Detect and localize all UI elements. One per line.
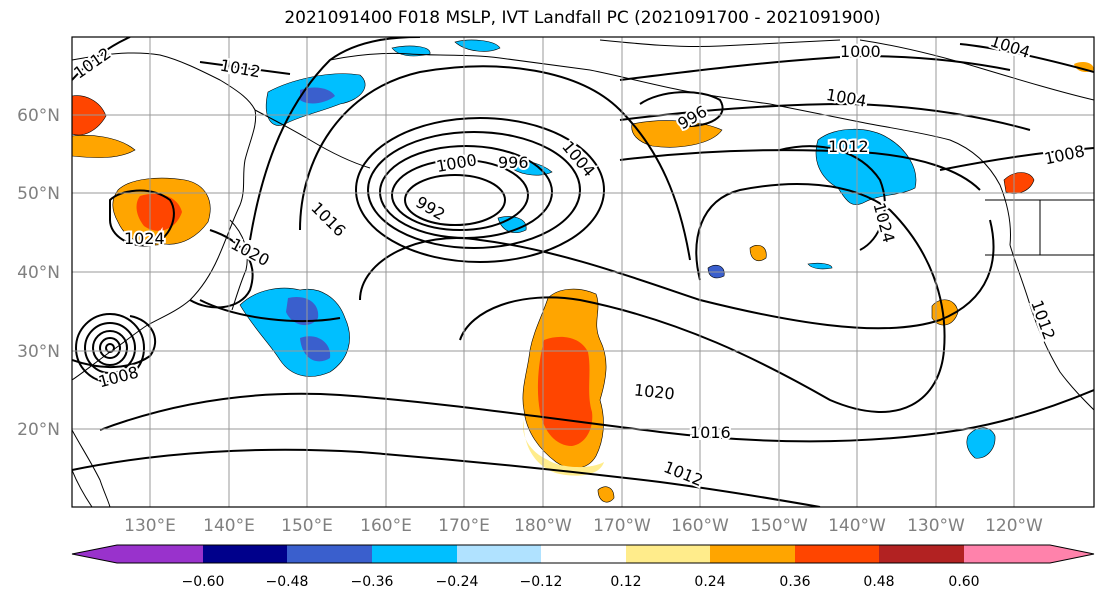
contour-1004 <box>367 131 581 249</box>
contour-1020-japan <box>189 229 254 309</box>
typhoon-ring-3 <box>92 330 128 366</box>
lon-label: 170°W <box>593 516 651 536</box>
colorbar-tick-label: −0.48 <box>266 574 309 590</box>
typhoon-ring-1 <box>105 343 115 353</box>
colorbar-swatch <box>203 545 287 563</box>
typhoon-ring-5 <box>75 313 145 383</box>
colorbar-tick-label: −0.36 <box>351 574 394 590</box>
lat-label: 40°N <box>17 263 60 283</box>
colorbar-tick-label: 0.60 <box>948 574 979 590</box>
contour-992 <box>404 174 506 226</box>
map-title: 2021091400 F018 MSLP, IVT Landfall PC (2… <box>284 8 881 28</box>
contour-label: 1012 <box>828 137 869 156</box>
colorbar-tick-label: 0.48 <box>863 574 894 590</box>
lat-label: 20°N <box>17 420 60 440</box>
colorbar-swatch <box>372 545 457 563</box>
lon-label: 120°W <box>985 516 1043 536</box>
pos-area-small-1 <box>749 245 767 261</box>
colorbar-swatch <box>117 545 203 563</box>
graticule <box>72 37 1094 507</box>
colorbar-swatch <box>710 545 795 563</box>
pos-area-small-3 <box>597 486 615 503</box>
lon-label: 180°W <box>514 516 572 536</box>
contour-1012-west <box>299 65 691 261</box>
contour-1012-nw <box>72 37 131 81</box>
colorbar-swatch <box>287 545 372 563</box>
contour-1004-east <box>619 102 1031 131</box>
colorbar-tick-label: −0.60 <box>182 574 225 590</box>
neg-area-small-2 <box>807 262 833 270</box>
lon-label: 150°W <box>750 516 808 536</box>
pos-area-west-edge-2 <box>72 135 136 158</box>
lon-label: 130°W <box>907 516 965 536</box>
colorbar-extend-high <box>1050 545 1094 563</box>
contour-1012-east <box>619 149 981 191</box>
colorbar-tick-label: 0.36 <box>779 574 810 590</box>
neg-area-aleutian <box>504 160 553 176</box>
lon-label: 130°E <box>124 516 176 536</box>
colorbar-swatch <box>626 545 710 563</box>
neg-area-japan-east-core2 <box>300 336 331 362</box>
contour-label: 1024 <box>124 229 165 248</box>
contour-1024-east <box>779 145 886 251</box>
map-frame <box>71 36 1095 508</box>
contour-1008-east <box>939 147 1094 171</box>
colorbar-swatch <box>457 545 541 563</box>
neg-area-arctic <box>454 39 501 52</box>
neg-area-japan-east-core <box>286 296 319 326</box>
colorbar-tick-label: 0.12 <box>610 574 641 590</box>
lon-label: 150°E <box>281 516 333 536</box>
contour-1024-west <box>109 189 175 247</box>
colorbar-extend-low <box>72 545 117 563</box>
typhoon-ring-2 <box>99 337 121 359</box>
pos-area-bering-strip <box>631 120 723 148</box>
lon-label: 140°E <box>203 516 255 536</box>
pos-area-small-4 <box>1074 62 1094 72</box>
mslp-contours <box>72 37 1094 507</box>
colorbar-tick-label: 0.24 <box>694 574 725 590</box>
colorbar-outline <box>71 544 1095 564</box>
contour-label: 1016 <box>690 423 731 442</box>
contour-label: 1000 <box>840 42 881 61</box>
lon-label: 170°E <box>438 516 490 536</box>
lon-label: 160°W <box>671 516 729 536</box>
lat-label: 60°N <box>17 106 60 126</box>
contour-996-alaska <box>639 91 724 128</box>
contour-label: 996 <box>498 153 529 172</box>
contour-1012-south <box>72 448 821 507</box>
lat-label: 30°N <box>17 342 60 362</box>
colorbar-tick-label: −0.24 <box>436 574 479 590</box>
lon-label: 160°E <box>360 516 412 536</box>
lat-labels: 60°N 50°N 40°N 30°N 20°N <box>17 106 60 440</box>
contour-1016-japan-loop <box>199 299 341 322</box>
lon-label: 140°W <box>828 516 886 536</box>
colorbar-swatch <box>964 545 1050 563</box>
neg-area-hawaii-east <box>966 427 996 459</box>
colorbar-swatch <box>879 545 964 563</box>
contour-1020-loop <box>459 183 946 413</box>
colorbar: −0.60 −0.48 −0.36 −0.24 −0.12 0.12 0.24 … <box>71 544 1095 590</box>
typhoon-ring-4 <box>84 322 136 374</box>
colorbar-swatch <box>541 545 626 563</box>
colorbar-swatch <box>795 545 879 563</box>
lon-labels: 130°E 140°E 150°E 160°E 170°E 180°W 170°… <box>124 516 1043 536</box>
neg-area-bering-core <box>300 87 335 104</box>
ivt-negative-shading <box>239 39 996 459</box>
coastlines <box>72 39 1094 507</box>
lat-label: 50°N <box>17 184 60 204</box>
contour-1004-ne <box>959 43 1094 73</box>
contour-1016-south <box>99 389 1094 443</box>
contour-996 <box>391 159 529 231</box>
contour-1008-low <box>355 117 605 263</box>
contour-1012-nw2 <box>199 61 291 75</box>
contour-1000-east <box>619 54 1011 81</box>
colorbar-tick-label: −0.12 <box>520 574 563 590</box>
